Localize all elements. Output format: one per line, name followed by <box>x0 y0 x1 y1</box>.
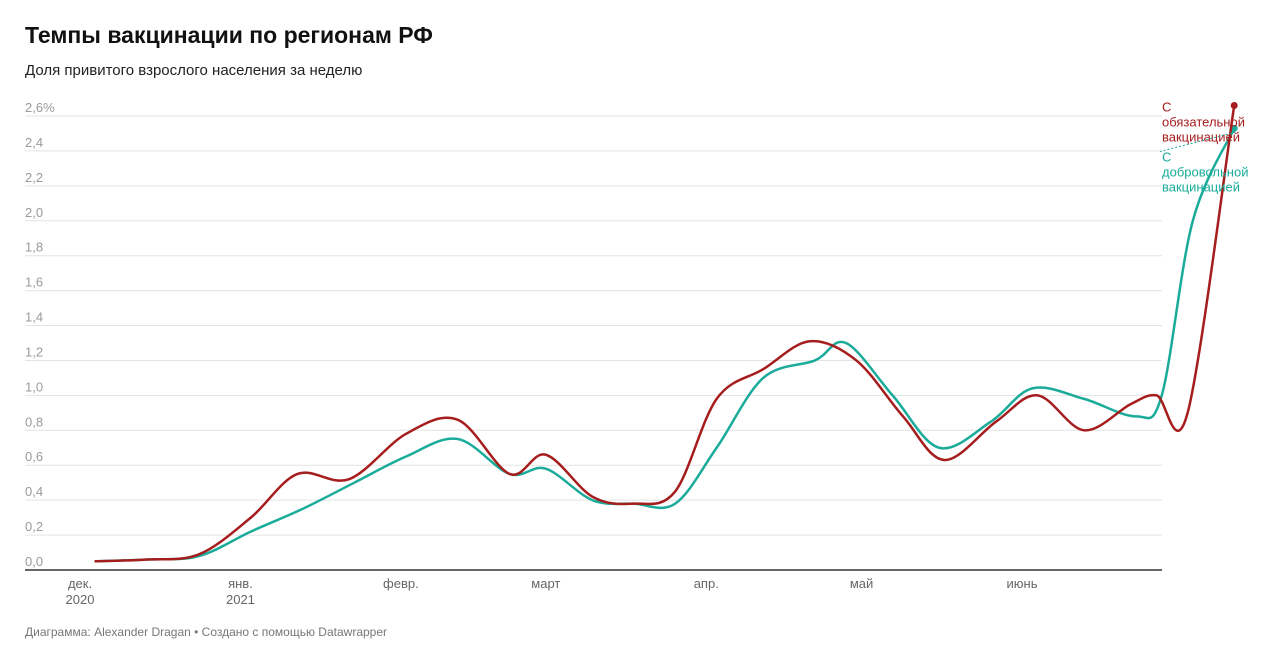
y-tick-label: 0,0 <box>25 554 43 569</box>
series-line <box>94 104 1236 563</box>
y-tick-label: 1,0 <box>25 379 43 394</box>
x-tick-label: янв. 2021 <box>226 576 255 607</box>
y-axis-ticks: 0,0 0,2 0,4 0,6 0,8 1,0 1,2 1,4 1,6 1,8 2,0 2,2 2,4 2… <box>25 100 55 569</box>
y-tick-label: 1,4 <box>25 310 43 325</box>
chart-footer: Диаграмма: Alexander Dragan • Создано с … <box>25 625 388 639</box>
chart-title: Темпы вакцинации по регионам РФ <box>25 22 433 48</box>
y-tick-label: 0,2 <box>25 519 43 534</box>
y-tick-label: 2,6% <box>25 100 55 115</box>
y-tick-label: 0,8 <box>25 414 43 429</box>
label-leader-line <box>1159 131 1236 153</box>
y-tick-label: 1,2 <box>25 344 43 359</box>
x-tick-label: февр. <box>383 576 419 591</box>
x-axis-ticks: дек. 2020 янв. 2021 февр. март апр. май июнь <box>66 576 1038 607</box>
x-tick-label: май <box>850 576 873 591</box>
y-tick-label: 2,4 <box>25 135 43 150</box>
y-tick-label: 0,6 <box>25 449 43 464</box>
y-tick-label: 2,2 <box>25 170 43 185</box>
series-lines <box>94 102 1238 563</box>
x-tick-label: дек. 2020 <box>66 576 95 607</box>
y-tick-label: 2,0 <box>25 205 43 220</box>
y-tick-label: 1,6 <box>25 275 43 290</box>
x-tick-label: март <box>531 576 560 591</box>
chart-subtitle: Доля привитого взрослого населения за не… <box>25 62 363 79</box>
series-end-point <box>1230 102 1238 110</box>
y-tick-label: 1,8 <box>25 240 43 255</box>
y-tick-label: 0,4 <box>25 484 43 499</box>
x-tick-label: апр. <box>694 576 719 591</box>
series-line <box>94 126 1236 563</box>
x-tick-label: июнь <box>1007 576 1038 591</box>
y-grid <box>25 115 1162 536</box>
